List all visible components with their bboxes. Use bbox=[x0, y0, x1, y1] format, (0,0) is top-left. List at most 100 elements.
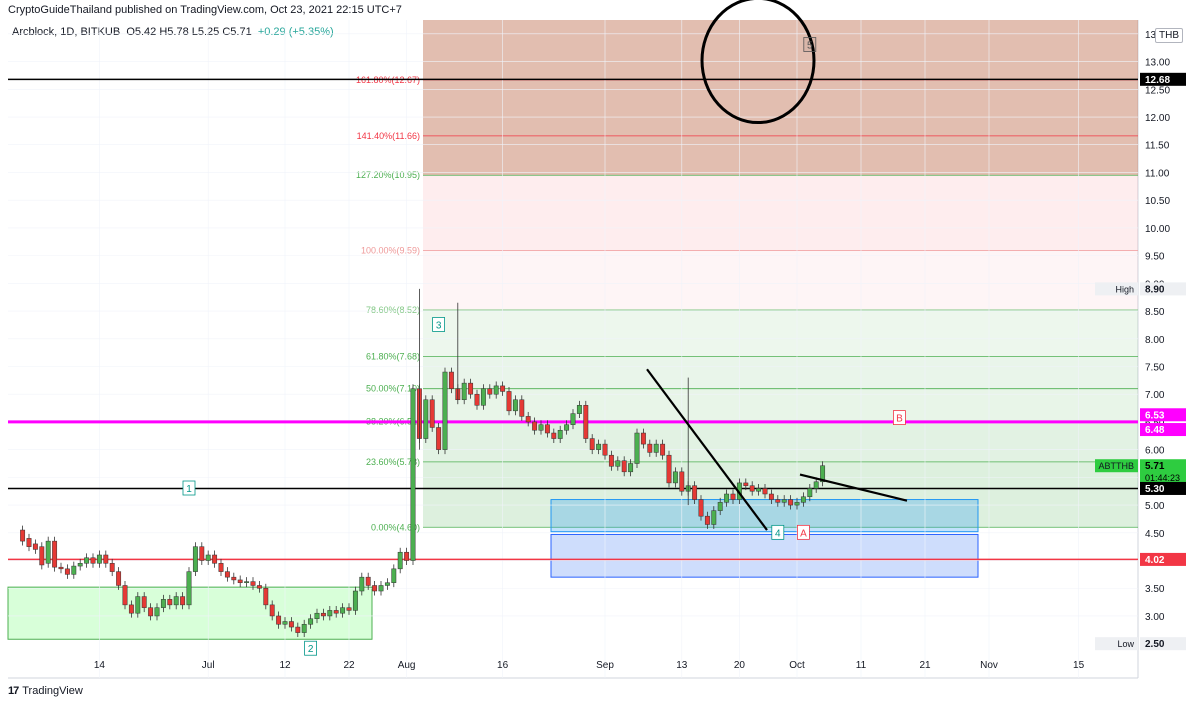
candle-body bbox=[173, 596, 179, 606]
candle-body bbox=[538, 424, 544, 431]
candle-body bbox=[26, 538, 32, 547]
candle-body bbox=[698, 499, 704, 517]
candle-body bbox=[404, 551, 410, 561]
price-tag-prefix-bg bbox=[1095, 282, 1138, 296]
candle-body bbox=[160, 599, 166, 608]
price-tag-value: 4.02 bbox=[1145, 555, 1165, 566]
price-tag-prefix: ABTTHB bbox=[1098, 461, 1134, 471]
candle-body bbox=[20, 529, 26, 542]
price-tick-label: 7.50 bbox=[1145, 362, 1165, 373]
candle-body bbox=[301, 624, 307, 633]
price-tag-bg bbox=[1140, 423, 1186, 437]
candle-body bbox=[263, 587, 269, 606]
svg-text:1: 1 bbox=[186, 484, 192, 495]
candle-body bbox=[628, 463, 634, 473]
fib-level-label: 23.60%(5.78) bbox=[366, 457, 420, 467]
candle-body bbox=[250, 581, 256, 586]
candle-body bbox=[256, 585, 262, 589]
wave-label-2: 2 bbox=[304, 640, 318, 656]
candle-body bbox=[570, 413, 576, 425]
candle-body bbox=[525, 416, 531, 423]
price-tag-prefix-bg bbox=[1095, 637, 1138, 651]
candle-body bbox=[461, 382, 467, 401]
price-tag-value: 6.48 bbox=[1145, 425, 1165, 436]
candle-body bbox=[199, 546, 205, 561]
candle-body bbox=[103, 554, 109, 564]
candle-body bbox=[320, 612, 326, 617]
candle-body bbox=[128, 604, 134, 614]
price-tick-label: 3.50 bbox=[1145, 584, 1165, 595]
price-tick-label: 11.50 bbox=[1145, 141, 1170, 152]
price-tick-label: 11.00 bbox=[1145, 168, 1170, 179]
time-tick-label: 16 bbox=[497, 660, 509, 671]
candle-body bbox=[807, 488, 813, 498]
candle-body bbox=[410, 388, 416, 561]
candle-body bbox=[775, 499, 781, 503]
price-tag-bg bbox=[1140, 459, 1186, 486]
currency-button[interactable]: THB bbox=[1155, 28, 1183, 43]
candle-body bbox=[583, 405, 589, 439]
candle-body bbox=[141, 596, 147, 608]
candle-body bbox=[384, 582, 390, 586]
footer-brand[interactable]: 17 TradingView bbox=[8, 685, 83, 697]
candle-body bbox=[288, 621, 294, 628]
price-tick-label: 4.50 bbox=[1145, 529, 1165, 540]
candle-body bbox=[77, 563, 83, 567]
trendline-down bbox=[646, 368, 768, 531]
candle-body bbox=[653, 443, 659, 453]
wave-label-3: 3 bbox=[432, 317, 446, 332]
price-tag-value: 6.53 bbox=[1145, 410, 1165, 421]
candle-body bbox=[794, 502, 800, 506]
candle-body bbox=[756, 488, 762, 492]
price-tick-label: 7.00 bbox=[1145, 390, 1165, 401]
candle-body bbox=[480, 388, 486, 406]
fib-level-label: 78.60%(8.52) bbox=[366, 305, 420, 315]
time-tick-label: 13 bbox=[676, 660, 688, 671]
candle-body bbox=[429, 399, 435, 428]
price-tick-label: 6.00 bbox=[1145, 446, 1165, 457]
candle-body bbox=[58, 566, 64, 570]
footer-brand-label: TradingView bbox=[22, 685, 83, 697]
price-tag-value: 12.68 bbox=[1145, 75, 1170, 86]
candle-body bbox=[647, 443, 653, 453]
candle-body bbox=[192, 546, 198, 572]
candle-body bbox=[634, 432, 640, 464]
fib-zone bbox=[423, 79, 1138, 136]
fib-level-label: 0.00%(4.60) bbox=[371, 522, 420, 532]
candle-body bbox=[167, 599, 173, 606]
price-tick-label: 8.50 bbox=[1145, 307, 1165, 318]
price-tag-prefix-bg bbox=[1095, 459, 1138, 473]
candle-body bbox=[346, 607, 352, 611]
price-tick-label: 12.50 bbox=[1145, 85, 1170, 96]
price-tag-bg bbox=[1140, 72, 1186, 86]
fib-zone bbox=[423, 356, 1138, 389]
time-tick-label: Jul bbox=[202, 660, 215, 671]
time-tick-label: 20 bbox=[734, 660, 746, 671]
candle-body bbox=[122, 585, 128, 606]
candle-body bbox=[154, 607, 160, 617]
symbol-name: Arcblock, 1D, BITKUB bbox=[12, 26, 121, 38]
candle-body bbox=[64, 568, 70, 575]
candle-body bbox=[442, 371, 448, 450]
price-tick-label: 9.50 bbox=[1145, 252, 1165, 263]
price-tag-value: 8.90 bbox=[1145, 284, 1165, 295]
time-tick-label: 21 bbox=[919, 660, 931, 671]
symbol-legend: Arcblock, 1D, BITKUB O5.42 H5.78 L5.25 C… bbox=[12, 26, 334, 38]
wave-label-a: A bbox=[797, 524, 810, 540]
candle-body bbox=[224, 571, 230, 578]
candle-body bbox=[602, 443, 608, 456]
candle-body bbox=[52, 540, 58, 568]
price-tick-label: 8.00 bbox=[1145, 335, 1165, 346]
candle-body bbox=[269, 604, 275, 617]
fib-zone bbox=[423, 20, 1138, 80]
fib-level-label: 141.40%(11.66) bbox=[357, 131, 420, 141]
time-tick-label: Sep bbox=[596, 660, 614, 671]
svg-text:A: A bbox=[800, 528, 807, 539]
candle-body bbox=[39, 546, 45, 566]
candle-body bbox=[352, 590, 358, 611]
wave-label-b: B bbox=[893, 410, 906, 426]
candle-body bbox=[116, 571, 122, 586]
time-tick-label: Aug bbox=[398, 660, 416, 671]
price-tick-label: 3.00 bbox=[1145, 612, 1165, 623]
